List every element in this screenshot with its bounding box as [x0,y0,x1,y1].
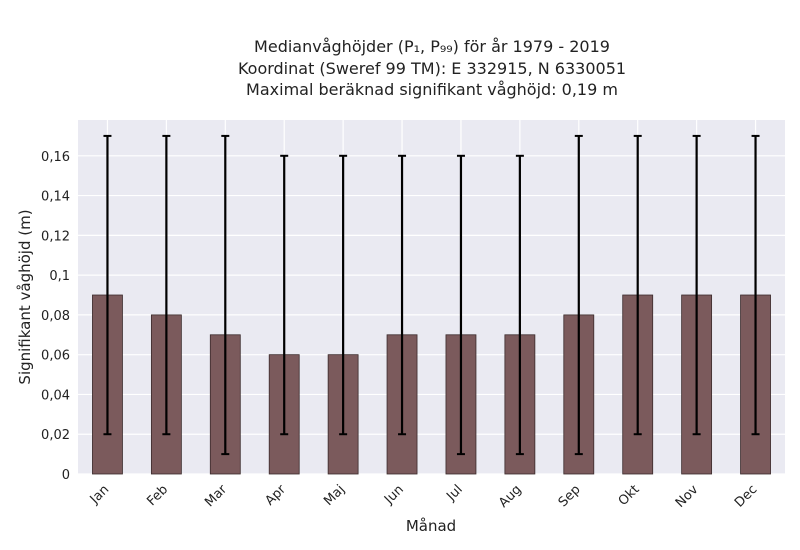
plot-area [78,120,785,474]
error-bar-okt [633,134,642,436]
error-bar-feb [162,134,171,436]
chart-title: Medianvåghöjder (P₁, P₉₉) för år 1979 - … [238,37,626,99]
y-tick-label: 0,14 [41,190,70,205]
y-axis-label: Signifikant våghöjd (m) [16,209,34,384]
x-tick-label-apr: Apr [263,482,290,509]
x-tick-label-jul: Jul [443,482,465,504]
y-tick-label: 0,16 [41,150,70,165]
error-bar-jul [456,154,465,456]
y-tick-label: 0 [62,468,70,483]
chart-title-line-2: Koordinat (Sweref 99 TM): E 332915, N 63… [238,59,626,78]
error-bar-sep [574,134,583,456]
x-tick-label-aug: Aug [496,482,525,511]
y-tick-label: 0,06 [41,349,70,364]
x-tick-label-jan: Jan [87,482,112,507]
x-tick-label-maj: Maj [321,482,348,509]
x-axis-label: Månad [406,517,456,535]
x-tick-label-okt: Okt [616,482,643,509]
x-axis-ticks: Jan Feb Mar Apr Maj Jun Jul Aug Sep Okt Nov Dec [87,482,761,511]
error-bar-nov [692,134,701,436]
chart-title-line-1: Medianvåghöjder (P₁, P₉₉) för år 1979 - … [254,37,610,56]
error-bar-jun [398,154,407,436]
error-bar-jan [103,134,112,436]
chart-title-line-3: Maximal beräknad signifikant våghöjd: 0,… [246,80,618,99]
error-bars [103,134,760,456]
error-bar-mar [221,134,230,456]
y-tick-label: 0,08 [41,309,70,324]
error-bar-aug [515,154,524,456]
x-tick-label-jun: Jun [381,482,407,508]
y-axis-ticks: 0 0,02 0,04 0,06 0,08 0,1 0,12 0,14 0,16 [41,150,70,483]
x-tick-label-sep: Sep [556,482,584,510]
y-tick-label: 0,02 [41,428,70,443]
x-tick-label-feb: Feb [144,482,171,509]
y-tick-label: 0,04 [41,388,70,403]
x-tick-label-dec: Dec [732,482,760,510]
error-bar-dec [751,134,760,436]
error-bar-maj [339,154,348,436]
x-tick-label-nov: Nov [673,482,702,511]
y-tick-label: 0,1 [49,269,70,284]
y-tick-label: 0,12 [41,229,70,244]
x-tick-label-mar: Mar [202,482,230,510]
error-bar-apr [280,154,289,436]
